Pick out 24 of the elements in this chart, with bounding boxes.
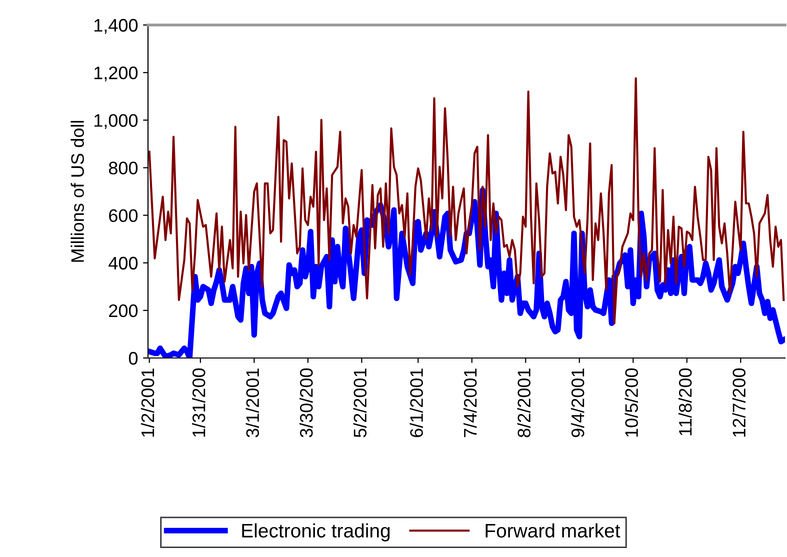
x-tick-label: 1/2/2001 (140, 368, 154, 437)
y-tick-label: 400 (108, 256, 138, 270)
y-tick-label: 200 (109, 304, 138, 318)
x-tick-label: 12/7/200 (732, 368, 746, 437)
x-tick-label: 10/5/200 (624, 368, 638, 437)
y-tick-label: 1,200 (94, 66, 138, 82)
x-tick-label: 7/4/2001 (463, 368, 477, 438)
x-tick-label: 6/1/2001 (410, 368, 423, 438)
x-tick-label: 11/8/200 (678, 368, 692, 436)
x-tick-label: 1/31/200 (192, 368, 206, 437)
y-tick-label: 1,400 (94, 18, 138, 34)
x-tick-label: 8/2/2001 (517, 368, 530, 438)
x-tick-label: 3/1/2001 (246, 368, 260, 438)
y-tick-label: 800 (108, 162, 138, 174)
y-tick-label: 1,000 (94, 114, 138, 129)
y-tick-label: 0 (128, 352, 138, 365)
x-tick-label: 3/30/200 (300, 368, 313, 438)
x-tick-label: 9/4/2001 (570, 368, 584, 438)
line-series (148, 77, 785, 324)
y-axis-title: Millions of US doll (70, 120, 84, 262)
legend-label: Electronic trading (242, 523, 390, 542)
y-tick-label: 600 (109, 209, 138, 222)
legend-label: Forward market (486, 523, 620, 538)
x-tick-label: 5/2/2001 (353, 368, 367, 438)
